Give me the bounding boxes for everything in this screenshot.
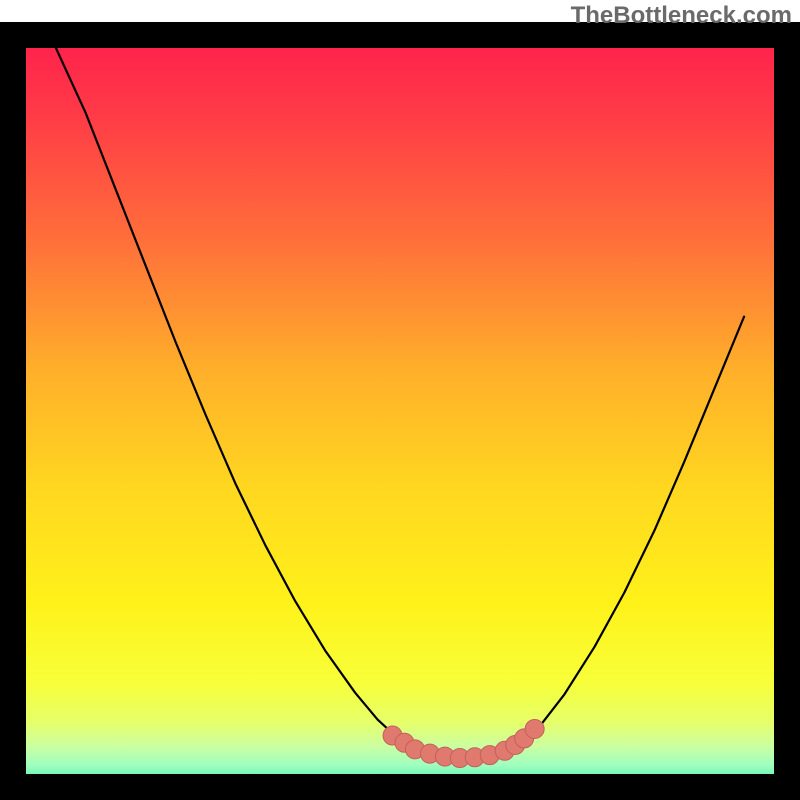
marker-layer	[0, 22, 800, 800]
plot-area	[0, 22, 800, 800]
watermark-text: TheBottleneck.com	[571, 2, 792, 30]
data-marker	[525, 719, 544, 738]
border-right	[774, 22, 800, 800]
chart-container: TheBottleneck.com	[0, 0, 800, 800]
border-left	[0, 22, 26, 800]
border-bottom	[0, 774, 800, 800]
